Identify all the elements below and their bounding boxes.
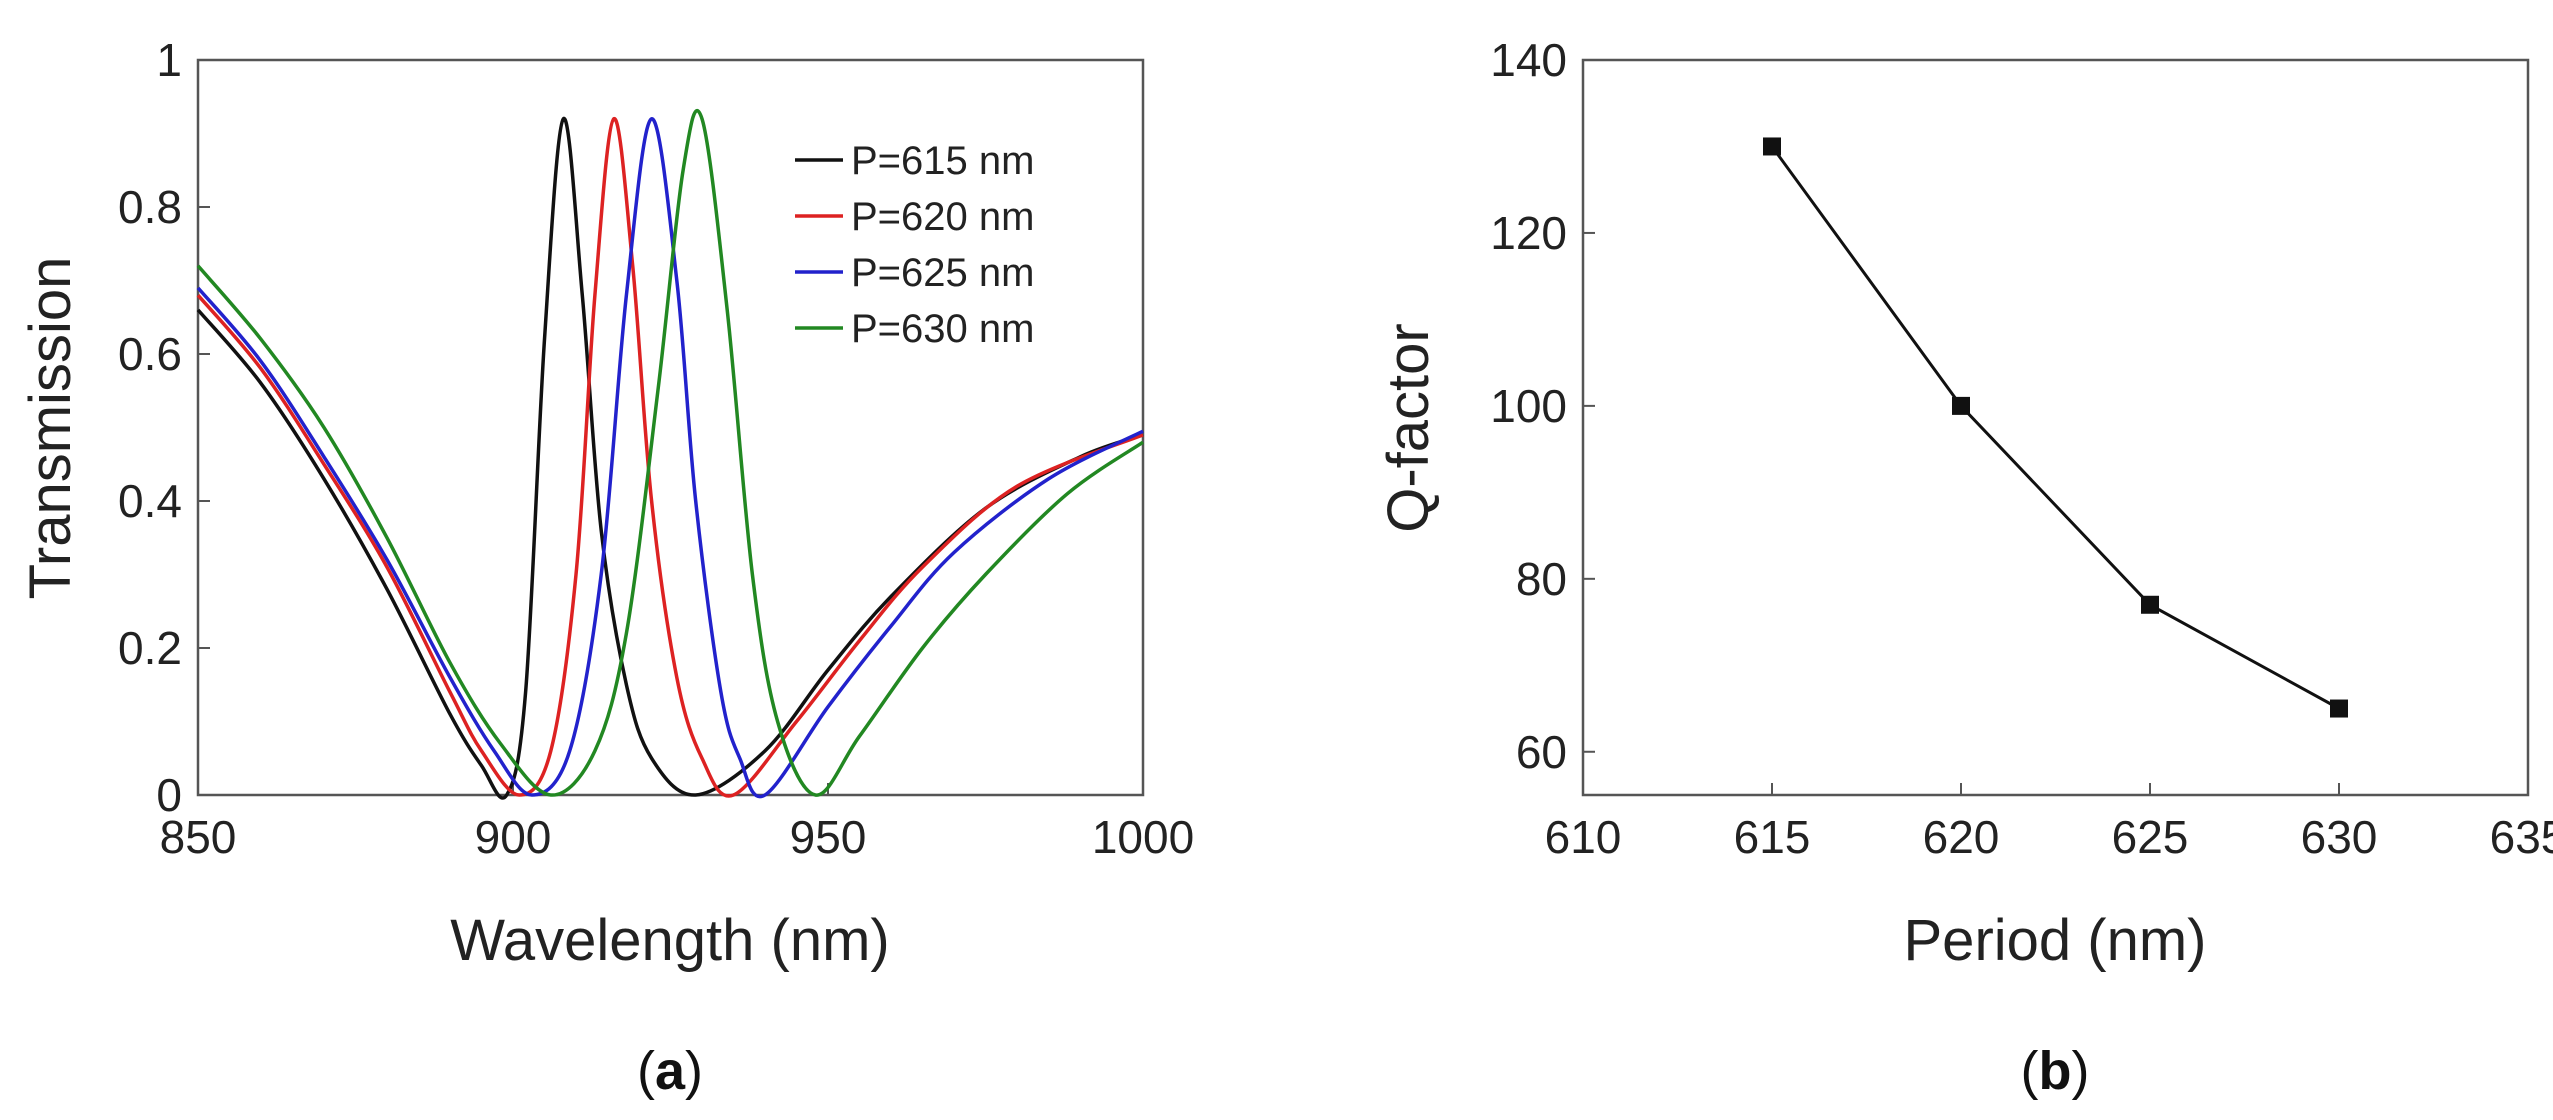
x-axis-label-b: Period (nm): [1904, 908, 2207, 973]
q-factor-point-620: [1952, 396, 1970, 415]
y-axis-label-b: Q-factor: [1376, 323, 1441, 533]
y-tick-label-b: 120: [1490, 207, 1567, 259]
x-axis-label-a: Wavelength (nm): [450, 908, 889, 973]
y-tick-label-a: 0.6: [118, 328, 182, 380]
series-line-620: [196, 117, 1144, 798]
y-tick-label-a: 0.8: [118, 181, 182, 233]
q-factor-point-630: [2330, 699, 2348, 718]
x-tick-label-b: 635: [2490, 811, 2553, 863]
y-axis-label-a: Transmission: [18, 257, 83, 600]
legend-label-620: P=620 nm: [851, 195, 1034, 239]
y-tick-label-b: 140: [1490, 34, 1567, 86]
q-factor-point-615: [1763, 137, 1781, 156]
x-tick-label-b: 630: [2301, 811, 2378, 863]
series-line-625: [196, 117, 1144, 799]
x-tick-label-b: 620: [1923, 811, 2000, 863]
x-tick-label-a: 1000: [1092, 811, 1194, 863]
q-factor-line: [1770, 145, 2340, 710]
series-line-630: [196, 109, 1144, 797]
x-tick-label-a: 950: [790, 811, 867, 863]
y-tick-label-a: 0.2: [118, 622, 182, 674]
panel-label-a: (a): [636, 1041, 704, 1101]
panel-label-b: (b): [2020, 1041, 2090, 1101]
panel-letter-a: a: [654, 1041, 686, 1101]
x-tick-label-a: 850: [160, 811, 237, 863]
y-tick-label-a: 0.4: [118, 475, 182, 527]
legend-label-630: P=630 nm: [851, 307, 1034, 351]
axes-frame-b: [1581, 58, 2530, 797]
legend-label-625: P=625 nm: [851, 251, 1034, 295]
panel-b-plot: 610 615 620 625 630 635 60 80 100 120 140 Period (…: [1376, 34, 2553, 973]
legend-label-615: P=615 nm: [851, 139, 1034, 183]
y-tick-label-a: 0: [156, 769, 182, 821]
axes-frame-a: [196, 58, 1145, 797]
panel-letter-b: b: [2038, 1041, 2072, 1101]
x-tick-label-a: 900: [475, 811, 552, 863]
x-tick-label-b: 625: [2112, 811, 2189, 863]
y-tick-label-a: 1: [156, 34, 182, 86]
panel-a-plot: 850 900 950 1000 0 0.2 0.4 0.6 0.8 1 P=615 nm P=62…: [18, 34, 1194, 973]
y-tick-label-b: 100: [1490, 380, 1567, 432]
y-tick-label-b: 80: [1516, 553, 1567, 605]
x-tick-label-b: 615: [1734, 811, 1811, 863]
y-tick-label-b: 60: [1516, 726, 1567, 778]
series-line-615: [196, 117, 1144, 800]
x-tick-label-b: 610: [1545, 811, 1622, 863]
q-factor-point-625: [2141, 595, 2159, 614]
